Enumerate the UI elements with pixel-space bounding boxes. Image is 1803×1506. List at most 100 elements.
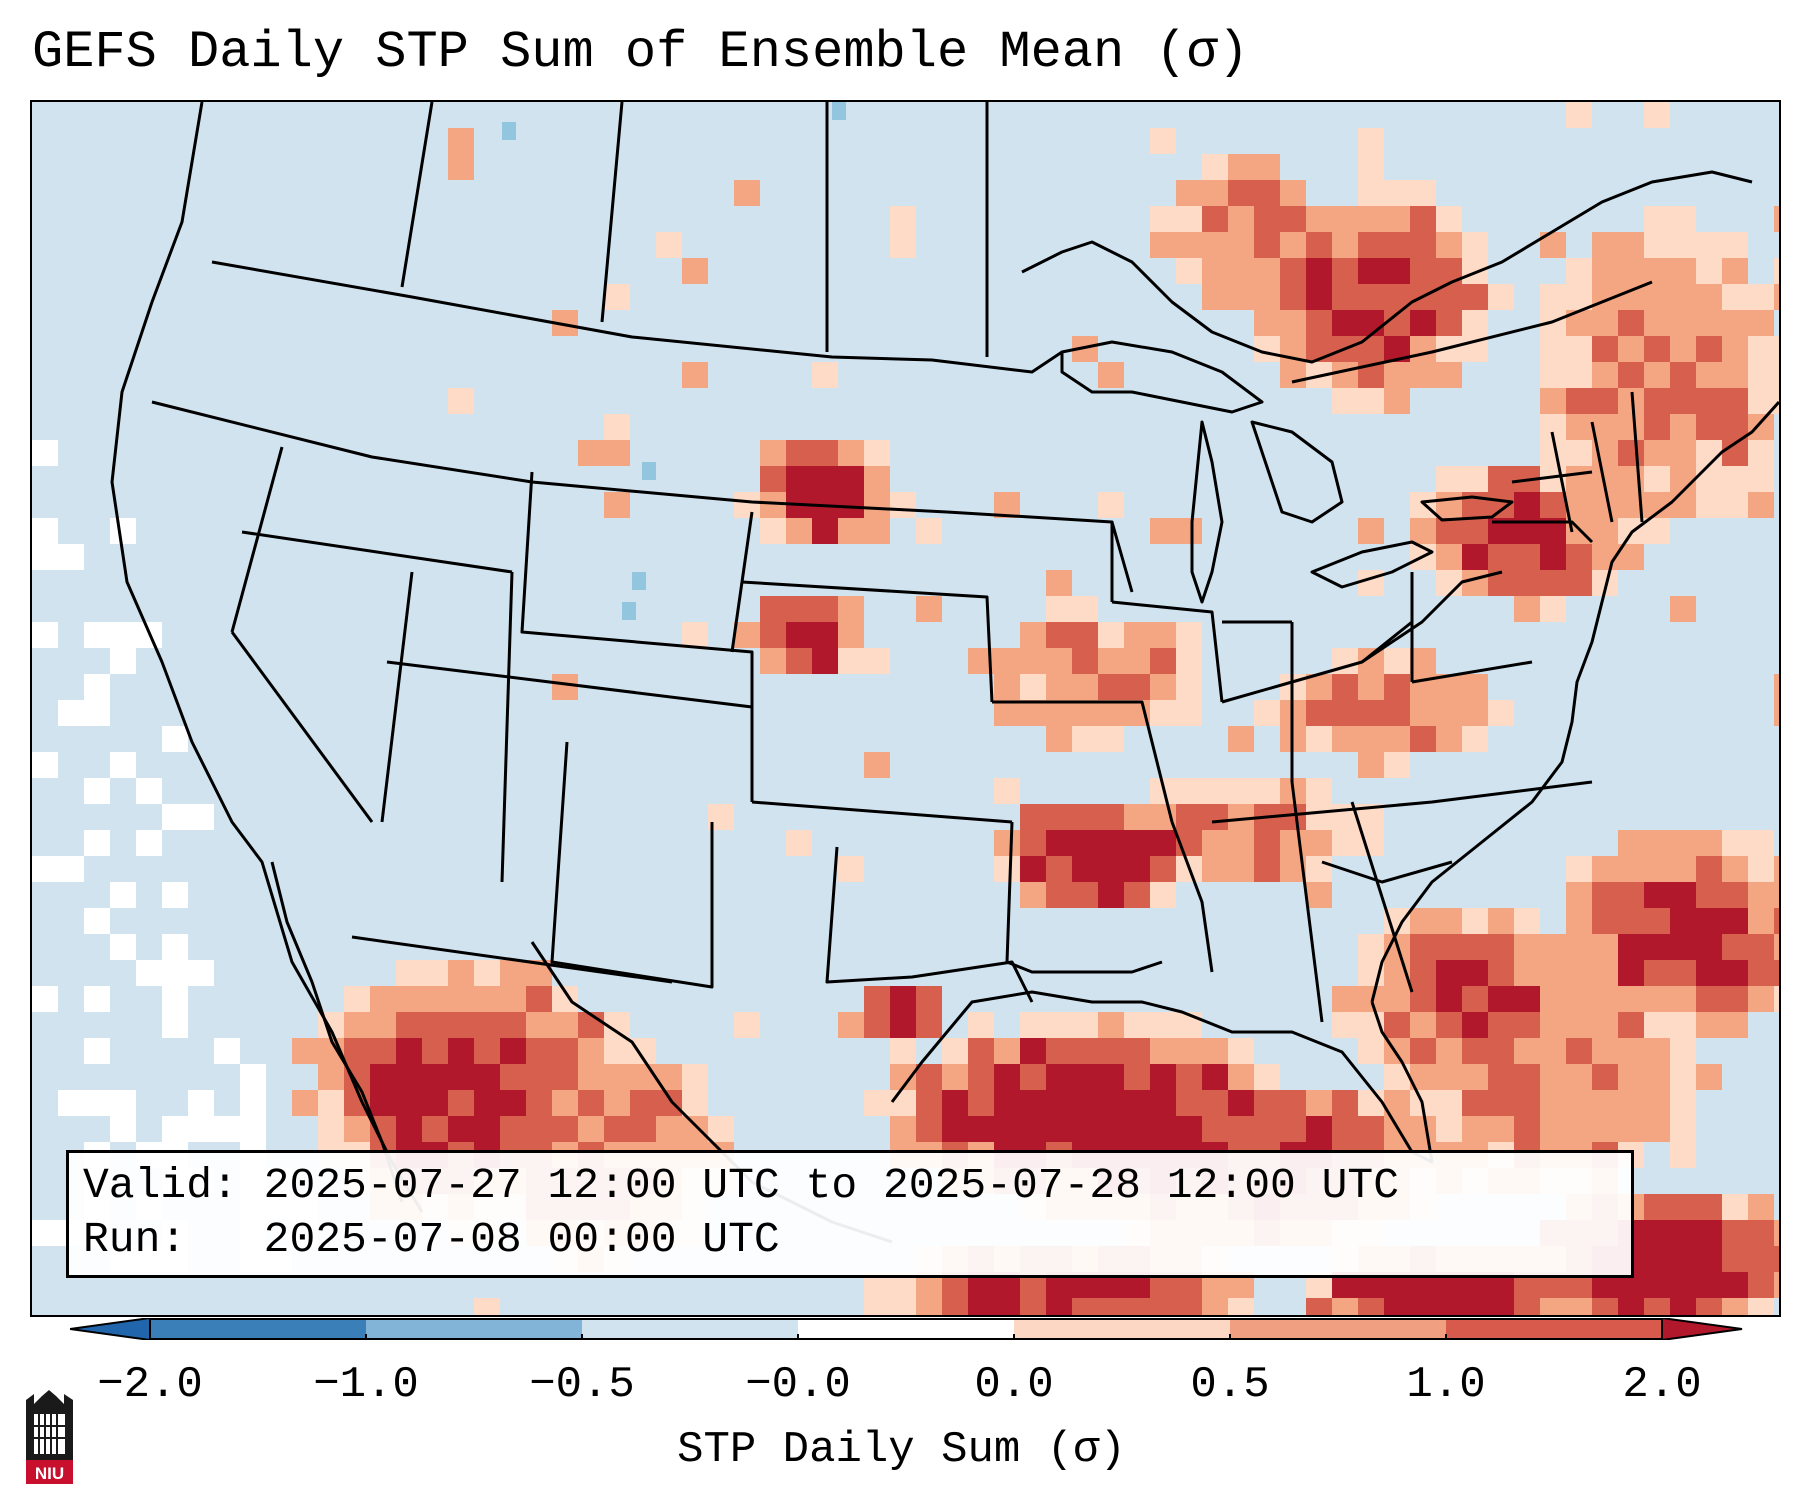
stp-cell bbox=[1228, 258, 1254, 284]
stp-cell bbox=[1202, 1064, 1228, 1090]
map-panel[interactable] bbox=[30, 100, 1781, 1317]
stp-cell bbox=[1696, 1298, 1722, 1315]
stp-cell bbox=[84, 622, 110, 648]
stp-cell bbox=[1072, 726, 1098, 752]
stp-cell bbox=[1540, 960, 1566, 986]
stp-cell bbox=[1176, 1116, 1202, 1142]
stp-cell bbox=[1150, 232, 1176, 258]
stp-cell bbox=[1332, 1012, 1358, 1038]
stp-cell bbox=[604, 1064, 630, 1090]
stp-cell bbox=[1228, 1090, 1254, 1116]
stp-cell bbox=[1124, 830, 1150, 856]
stp-cell bbox=[1592, 1116, 1618, 1142]
stp-cell bbox=[1488, 960, 1514, 986]
stp-cell bbox=[1462, 284, 1488, 310]
stp-cell bbox=[630, 1090, 656, 1116]
stp-cell bbox=[1332, 206, 1358, 232]
stp-cell bbox=[1410, 1012, 1436, 1038]
stp-cell bbox=[604, 440, 630, 466]
stp-cell bbox=[1514, 986, 1540, 1012]
stp-cell bbox=[1566, 1116, 1592, 1142]
stp-cell bbox=[1228, 856, 1254, 882]
stp-cell bbox=[1540, 1116, 1566, 1142]
run-label: Run: bbox=[83, 1215, 187, 1264]
stp-cell bbox=[1046, 1012, 1072, 1038]
stp-cell bbox=[1358, 388, 1384, 414]
stp-cell bbox=[1436, 934, 1462, 960]
stp-cell bbox=[136, 830, 162, 856]
stp-cell bbox=[32, 622, 58, 648]
stp-cell bbox=[890, 1090, 916, 1116]
stp-cell bbox=[1722, 908, 1748, 934]
lake-erie bbox=[1310, 540, 1434, 589]
colorbar-tick-label: −0.0 bbox=[745, 1360, 851, 1410]
stp-cell bbox=[1696, 1272, 1722, 1298]
stp-cell bbox=[1514, 1090, 1540, 1116]
stp-cell bbox=[1540, 492, 1566, 518]
stp-cell bbox=[656, 1090, 682, 1116]
stp-cell bbox=[1046, 648, 1072, 674]
stp-cell-negative bbox=[622, 602, 636, 620]
stp-cell bbox=[1696, 1064, 1722, 1090]
stp-cell bbox=[1384, 180, 1410, 206]
stp-cell bbox=[1592, 518, 1618, 544]
stp-cell bbox=[1722, 258, 1748, 284]
stp-cell bbox=[1514, 492, 1540, 518]
stp-cell bbox=[1670, 284, 1696, 310]
stp-cell bbox=[1774, 700, 1779, 726]
stp-cell bbox=[1306, 1090, 1332, 1116]
stp-cell bbox=[1566, 388, 1592, 414]
stp-cell bbox=[1254, 180, 1280, 206]
stp-cell bbox=[1670, 1194, 1696, 1220]
stp-cell bbox=[1358, 154, 1384, 180]
stp-cell bbox=[1696, 856, 1722, 882]
stp-cell bbox=[1488, 1038, 1514, 1064]
stp-cell bbox=[1670, 1272, 1696, 1298]
stp-cell bbox=[1644, 934, 1670, 960]
stp-cell bbox=[1436, 1064, 1462, 1090]
canada-lakes-outline bbox=[1021, 170, 1753, 364]
stp-cell bbox=[1748, 440, 1774, 466]
stp-cell bbox=[1462, 908, 1488, 934]
stp-cell bbox=[1436, 908, 1462, 934]
stp-cell bbox=[1358, 206, 1384, 232]
stp-cell bbox=[396, 1038, 422, 1064]
stp-cell bbox=[1306, 830, 1332, 856]
stp-cell bbox=[1228, 1038, 1254, 1064]
stp-cell bbox=[1228, 1116, 1254, 1142]
stp-cell bbox=[1722, 336, 1748, 362]
stp-cell bbox=[1696, 258, 1722, 284]
stp-cell bbox=[396, 986, 422, 1012]
stp-cell bbox=[968, 1090, 994, 1116]
stp-cell bbox=[1384, 1012, 1410, 1038]
stp-cell bbox=[1358, 284, 1384, 310]
stp-cell bbox=[1514, 1064, 1540, 1090]
stp-cell bbox=[1410, 492, 1436, 518]
stp-cell bbox=[344, 1012, 370, 1038]
stp-cell bbox=[500, 960, 526, 986]
stp-cell bbox=[1410, 258, 1436, 284]
stp-cell bbox=[968, 1116, 994, 1142]
stp-cell bbox=[1332, 232, 1358, 258]
stp-cell bbox=[838, 596, 864, 622]
stp-cell bbox=[604, 1116, 630, 1142]
stp-cell bbox=[422, 1038, 448, 1064]
stp-cell bbox=[864, 518, 890, 544]
lake-ontario bbox=[1420, 495, 1514, 522]
stp-cell bbox=[1150, 700, 1176, 726]
stp-cell bbox=[1124, 1116, 1150, 1142]
stp-cell bbox=[1098, 726, 1124, 752]
stp-cell bbox=[1358, 1298, 1384, 1315]
stp-cell bbox=[1748, 934, 1774, 960]
stp-cell bbox=[1670, 336, 1696, 362]
stp-cell bbox=[1592, 388, 1618, 414]
stp-cell bbox=[1358, 232, 1384, 258]
colorbar-tick-label: 2.0 bbox=[1622, 1360, 1702, 1410]
stp-cell bbox=[448, 1012, 474, 1038]
stp-cell bbox=[1644, 232, 1670, 258]
stp-cell bbox=[1228, 830, 1254, 856]
stp-cell bbox=[682, 1116, 708, 1142]
stp-cell bbox=[1566, 492, 1592, 518]
stp-cell bbox=[58, 856, 84, 882]
stp-cell bbox=[1774, 362, 1779, 388]
